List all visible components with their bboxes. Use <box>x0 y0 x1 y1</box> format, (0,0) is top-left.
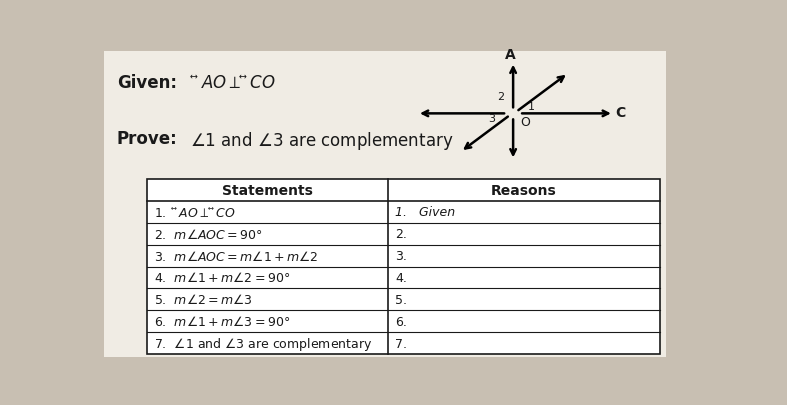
Text: C: C <box>615 106 626 119</box>
Text: 3: 3 <box>488 114 495 124</box>
Text: 5.  $m\angle 2 = m\angle 3$: 5. $m\angle 2 = m\angle 3$ <box>154 293 253 307</box>
Text: Prove:: Prove: <box>116 130 177 148</box>
Text: Reasons: Reasons <box>491 183 556 198</box>
FancyBboxPatch shape <box>147 179 660 354</box>
Text: 6.  $m\angle 1 + m\angle 3 = 90°$: 6. $m\angle 1 + m\angle 3 = 90°$ <box>154 315 290 328</box>
Text: 7.  $\angle 1$ and $\angle 3$ are complementary: 7. $\angle 1$ and $\angle 3$ are complem… <box>154 335 373 352</box>
Text: 2.: 2. <box>395 228 407 241</box>
Text: 3.: 3. <box>395 249 407 262</box>
Text: 2.  $m\angle AOC = 90°$: 2. $m\angle AOC = 90°$ <box>154 227 263 241</box>
FancyBboxPatch shape <box>105 52 666 357</box>
Text: A: A <box>504 48 515 62</box>
Text: 4.  $m\angle 1 + m\angle 2 = 90°$: 4. $m\angle 1 + m\angle 2 = 90°$ <box>154 271 290 285</box>
Text: 2: 2 <box>497 92 504 102</box>
Text: 3.  $m\angle AOC = m\angle 1 + m\angle 2$: 3. $m\angle AOC = m\angle 1 + m\angle 2$ <box>154 249 319 263</box>
Text: O: O <box>520 116 530 129</box>
Text: 1.   Given: 1. Given <box>395 206 456 219</box>
Text: 5.: 5. <box>395 293 408 306</box>
Text: 1: 1 <box>528 101 535 111</box>
Text: 7.: 7. <box>395 337 408 350</box>
Text: 1.  $\overleftrightarrow{AO} \perp \overleftrightarrow{CO}$: 1. $\overleftrightarrow{AO} \perp \overl… <box>154 205 236 219</box>
Text: Statements: Statements <box>222 183 313 198</box>
Text: $\overleftrightarrow{AO} \perp \overleftrightarrow{CO}$: $\overleftrightarrow{AO} \perp \overleft… <box>190 74 276 92</box>
Text: 4.: 4. <box>395 271 407 284</box>
Text: 6.: 6. <box>395 315 407 328</box>
Text: $\angle 1$ and $\angle 3$ are complementary: $\angle 1$ and $\angle 3$ are complement… <box>190 130 453 151</box>
Text: Given:: Given: <box>116 74 176 92</box>
